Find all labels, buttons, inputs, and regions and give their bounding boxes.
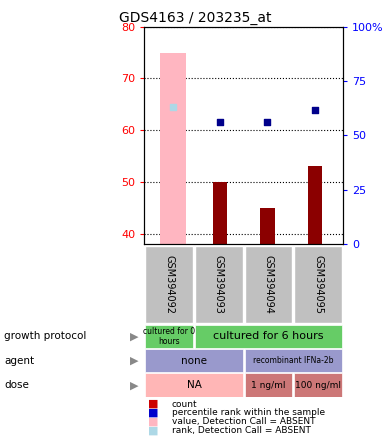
- Bar: [294, 373, 342, 397]
- Text: ■: ■: [148, 417, 159, 427]
- Bar: [160, 52, 186, 244]
- Text: recombinant IFNa-2b: recombinant IFNa-2b: [253, 356, 334, 365]
- Bar: [260, 208, 275, 244]
- Text: rank, Detection Call = ABSENT: rank, Detection Call = ABSENT: [172, 426, 310, 435]
- Text: percentile rank within the sample: percentile rank within the sample: [172, 408, 325, 417]
- Point: [312, 106, 318, 113]
- Text: cultured for 0
hours: cultured for 0 hours: [143, 327, 195, 346]
- Bar: [145, 349, 243, 373]
- Bar: [145, 325, 193, 348]
- Text: dose: dose: [4, 380, 29, 390]
- Text: none: none: [181, 356, 207, 366]
- Text: 100 ng/ml: 100 ng/ml: [295, 381, 341, 390]
- Text: GSM394092: GSM394092: [164, 255, 174, 313]
- Bar: [145, 373, 243, 397]
- Point: [264, 119, 271, 126]
- Bar: [294, 246, 342, 322]
- Text: GSM394093: GSM394093: [214, 255, 224, 313]
- Text: GDS4163 / 203235_at: GDS4163 / 203235_at: [119, 11, 271, 25]
- Bar: [195, 246, 243, 322]
- Text: cultured for 6 hours: cultured for 6 hours: [213, 331, 324, 341]
- Bar: [245, 373, 292, 397]
- Text: 1 ng/ml: 1 ng/ml: [252, 381, 286, 390]
- Bar: [195, 325, 342, 348]
- Text: ■: ■: [148, 408, 159, 418]
- Text: GSM394095: GSM394095: [313, 255, 323, 313]
- Text: ▶: ▶: [130, 356, 139, 366]
- Bar: [308, 166, 322, 244]
- Bar: [245, 349, 342, 373]
- Text: ▶: ▶: [130, 331, 139, 341]
- Text: value, Detection Call = ABSENT: value, Detection Call = ABSENT: [172, 417, 315, 426]
- Text: ■: ■: [148, 426, 159, 436]
- Point: [170, 103, 176, 111]
- Bar: [213, 182, 227, 244]
- Text: ■: ■: [148, 399, 159, 409]
- Text: agent: agent: [4, 356, 34, 366]
- Text: ▶: ▶: [130, 380, 139, 390]
- Text: NA: NA: [186, 380, 202, 390]
- Bar: [145, 246, 193, 322]
- Text: GSM394094: GSM394094: [264, 255, 274, 313]
- Text: growth protocol: growth protocol: [4, 331, 86, 341]
- Bar: [245, 246, 292, 322]
- Point: [217, 119, 223, 126]
- Text: count: count: [172, 400, 197, 408]
